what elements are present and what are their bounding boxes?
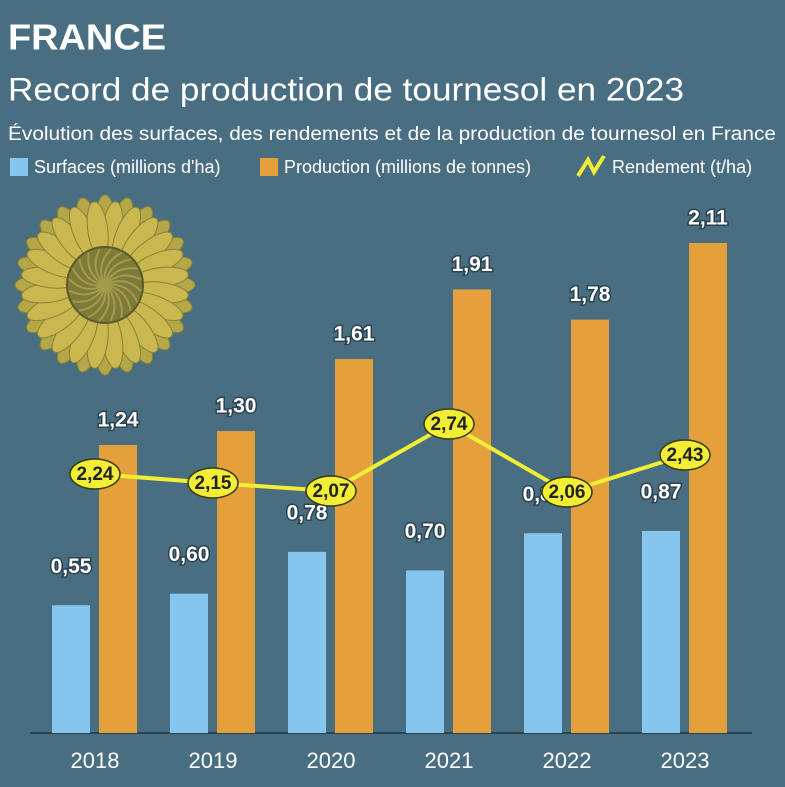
line-value-label: 2,74 — [431, 414, 468, 435]
bar — [571, 319, 609, 733]
flower-spiral — [94, 248, 106, 286]
bar — [689, 243, 727, 733]
bar — [288, 551, 326, 733]
sunflower — [14, 194, 196, 376]
bar — [52, 605, 90, 733]
line-value-label: 2,43 — [667, 445, 704, 466]
chart-subtitle: Évolution des surfaces, des rendements e… — [8, 124, 776, 145]
line-marker — [423, 408, 475, 440]
line-value-label: 2,06 — [549, 482, 586, 503]
bar — [406, 570, 444, 733]
flower-spiral — [98, 284, 110, 322]
legend-label: Production (millions de tonnes) — [284, 157, 531, 177]
flower-spiral — [104, 274, 142, 286]
flower-spiral — [78, 258, 106, 286]
line-value-label: 2,24 — [77, 464, 114, 485]
bar — [524, 533, 562, 733]
line-value-label: 2,15 — [195, 473, 232, 494]
flower-spiral — [71, 267, 106, 287]
x-tick-label: 2018 — [71, 748, 120, 773]
value-label: 0,87 — [641, 481, 682, 504]
flower-spiral — [78, 284, 106, 312]
flower-spiral — [68, 284, 106, 296]
value-label: 0,55 — [51, 555, 92, 578]
flower-spiral — [104, 280, 142, 292]
value-label: 1,91 — [452, 253, 493, 276]
value-label: 0,70 — [405, 520, 446, 543]
flower-spiral — [104, 283, 139, 303]
line-marker — [69, 458, 121, 490]
flower-spiral — [100, 248, 112, 286]
line-marker — [541, 476, 593, 508]
value-label: 0,78 — [287, 501, 328, 524]
legend-swatch — [576, 154, 606, 178]
flower-spiral — [104, 284, 132, 312]
value-label: 1,30 — [216, 395, 257, 418]
line-marker — [187, 467, 239, 499]
flower-spiral — [104, 258, 132, 286]
header: FRANCE — [8, 17, 166, 58]
x-tick-label: 2021 — [425, 748, 474, 773]
flower-spiral — [104, 284, 116, 322]
flower-spiral — [103, 251, 123, 286]
legend-label: Rendement (t/ha) — [612, 157, 752, 177]
line-value-label: 2,07 — [313, 481, 350, 502]
value-label: 0,60 — [169, 543, 210, 566]
flower-spiral — [68, 278, 106, 290]
legend-label: Surfaces (millions d'ha) — [34, 157, 221, 177]
bar — [99, 445, 137, 733]
bar — [170, 593, 208, 733]
value-label: 1,24 — [98, 409, 139, 432]
legend-swatch — [260, 158, 278, 176]
bar — [335, 359, 373, 733]
value-label: 1,78 — [570, 283, 611, 306]
flower-spiral — [72, 284, 106, 303]
flower-spiral — [104, 284, 123, 318]
x-tick-label: 2023 — [661, 748, 710, 773]
x-tick-label: 2022 — [543, 748, 592, 773]
line-marker — [305, 475, 357, 507]
bar — [642, 530, 680, 733]
value-label: 1,61 — [334, 323, 375, 346]
value-label: 2,11 — [688, 207, 728, 230]
legend-swatch — [10, 158, 28, 176]
flower-spiral — [87, 252, 106, 286]
flower-spiral — [104, 267, 138, 286]
flower-spiral — [87, 284, 107, 319]
bar — [453, 289, 491, 733]
line-marker — [659, 439, 711, 471]
x-tick-label: 2019 — [189, 748, 238, 773]
chart-title: Record de production de tournesol en 202… — [8, 71, 684, 107]
x-tick-label: 2020 — [307, 748, 356, 773]
